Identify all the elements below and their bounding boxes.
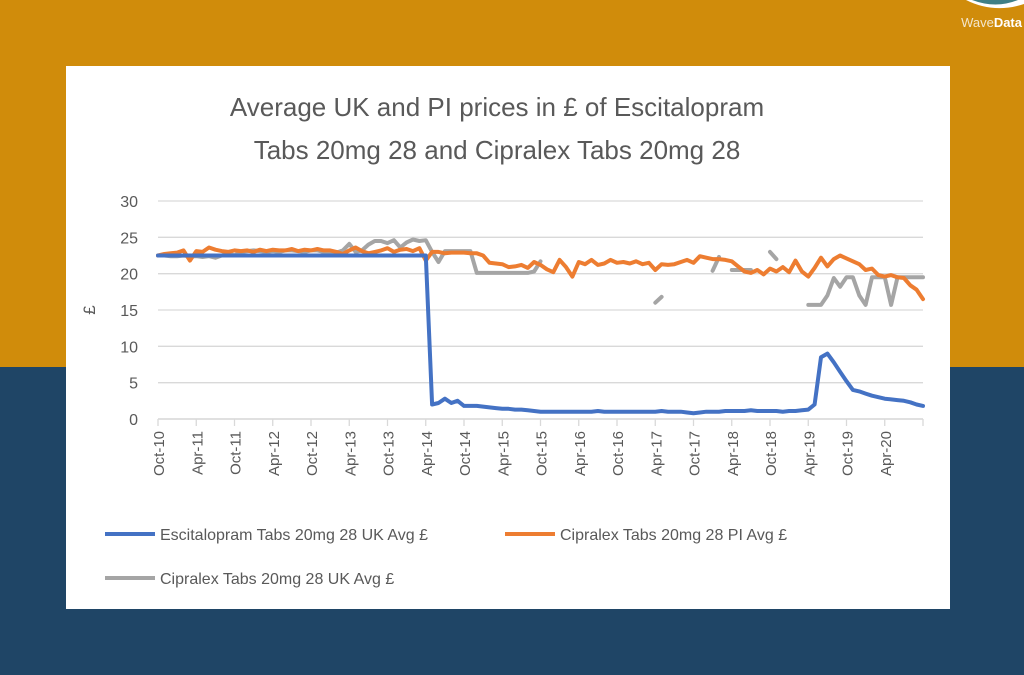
y-tick-label: 15 xyxy=(120,303,138,320)
y-tick-label: 30 xyxy=(120,194,138,211)
x-tick-label: Oct-18 xyxy=(763,431,780,476)
y-tick-label: 0 xyxy=(129,412,138,429)
y-tick-label: 25 xyxy=(120,230,138,247)
legend-label: Cipralex Tabs 20mg 28 PI Avg £ xyxy=(560,527,787,544)
legend-item: Cipralex Tabs 20mg 28 PI Avg £ xyxy=(505,527,787,544)
series-line xyxy=(156,245,925,302)
x-tick-label: Apr-18 xyxy=(725,431,742,476)
x-tick-label: Oct-19 xyxy=(840,431,857,476)
wave-logo-icon xyxy=(966,0,1024,9)
x-tick-label: Oct-13 xyxy=(381,431,398,476)
x-tick-label: Apr-11 xyxy=(189,431,206,475)
wavedata-logo: WaveData xyxy=(914,0,1024,36)
chart-title-line: Average UK and PI prices in £ of Escital… xyxy=(230,92,764,122)
y-tick-label: 10 xyxy=(120,339,138,356)
chart-title: Average UK and PI prices in £ of Escital… xyxy=(230,92,764,165)
x-tick-label: Apr-12 xyxy=(266,431,283,476)
x-tick-label: Oct-15 xyxy=(534,431,551,476)
x-tick-label: Apr-19 xyxy=(801,431,818,476)
logo-text: WaveData xyxy=(961,15,1022,30)
x-tick-label: Oct-12 xyxy=(304,431,321,476)
x-tick-label: Apr-20 xyxy=(878,431,895,476)
y-tick-label: 20 xyxy=(120,267,138,284)
x-tick-label: Apr-17 xyxy=(648,431,665,476)
chart-title-line: Tabs 20mg 28 and Cipralex Tabs 20mg 28 xyxy=(254,135,741,165)
line-chart: Average UK and PI prices in £ of Escital… xyxy=(80,92,925,588)
x-tick-label: Apr-16 xyxy=(572,431,589,476)
chart-panel: Average UK and PI prices in £ of Escital… xyxy=(66,66,950,609)
x-tick-label: Apr-13 xyxy=(342,431,359,476)
series-line xyxy=(156,253,925,416)
x-tick-label: Oct-16 xyxy=(610,431,627,476)
x-tick-label: Oct-14 xyxy=(457,431,474,476)
y-tick-label: 5 xyxy=(129,376,138,393)
x-tick-label: Apr-14 xyxy=(419,431,436,476)
x-tick-label: Oct-17 xyxy=(687,431,704,476)
x-tick-label: Oct-11 xyxy=(228,431,245,475)
legend-item: Escitalopram Tabs 20mg 28 UK Avg £ xyxy=(105,527,428,544)
x-tick-label: Oct-10 xyxy=(151,431,168,476)
legend: Escitalopram Tabs 20mg 28 UK Avg £ Cipral… xyxy=(105,527,787,588)
x-tick-label: Apr-15 xyxy=(495,431,512,476)
legend-label: Escitalopram Tabs 20mg 28 UK Avg £ xyxy=(160,527,428,544)
legend-item: Cipralex Tabs 20mg 28 UK Avg £ xyxy=(105,571,394,588)
legend-label: Cipralex Tabs 20mg 28 UK Avg £ xyxy=(160,571,394,588)
y-axis-label: £ xyxy=(80,305,99,315)
